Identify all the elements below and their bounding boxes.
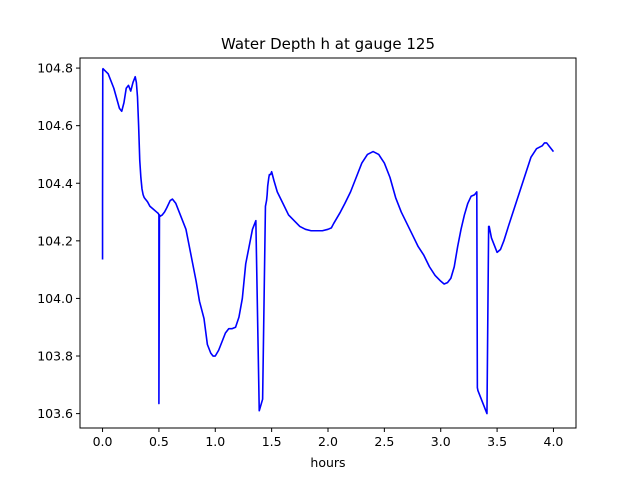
x-tick-label: 0.5 — [149, 434, 169, 449]
plot-frame — [79, 57, 577, 429]
series-line-0 — [101, 67, 555, 415]
x-tick-label: 2.0 — [318, 434, 338, 449]
x-tick-label: 1.0 — [205, 434, 225, 449]
y-tick-label: 104.4 — [37, 176, 73, 191]
chart-title: Water Depth h at gauge 125 — [221, 35, 435, 53]
x-tick-label: 0.0 — [93, 434, 113, 449]
series-layer — [101, 67, 555, 415]
x-tick-label: 3.5 — [487, 434, 507, 449]
y-axis-ticks: 103.6 103.8 104.0 104.2 104.4 104.6 104.8 — [37, 61, 80, 421]
y-tick-label: 104.6 — [37, 118, 73, 133]
y-tick-label: 104.2 — [37, 233, 73, 248]
x-tick-label: 2.5 — [374, 434, 394, 449]
x-axis-ticks: 0.0 0.5 1.0 1.5 2.0 2.5 3.0 3.5 4.0 — [93, 428, 564, 449]
x-tick-label: 1.5 — [262, 434, 282, 449]
x-axis-label: hours — [310, 455, 345, 470]
x-tick-label: 3.0 — [431, 434, 451, 449]
plot-area — [80, 58, 576, 428]
y-tick-label: 104.0 — [37, 291, 73, 306]
y-tick-label: 103.6 — [37, 406, 73, 421]
y-tick-label: 104.8 — [37, 61, 73, 76]
y-tick-label: 103.8 — [37, 349, 73, 364]
x-tick-label: 4.0 — [544, 434, 564, 449]
